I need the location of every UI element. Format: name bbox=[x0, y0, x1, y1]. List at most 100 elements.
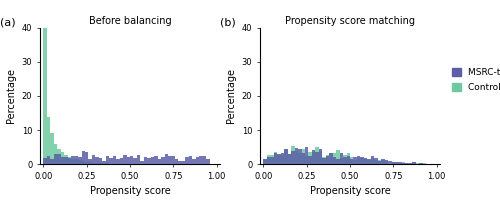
Legend: MSRC-tested arm, Control arm: MSRC-tested arm, Control arm bbox=[452, 68, 500, 92]
Bar bbox=[409, 163, 412, 164]
Bar bbox=[99, 158, 102, 164]
Bar bbox=[330, 153, 332, 164]
Bar bbox=[406, 163, 409, 164]
Bar bbox=[274, 152, 278, 164]
Bar bbox=[294, 151, 298, 164]
Bar bbox=[178, 161, 182, 164]
Bar bbox=[54, 154, 58, 164]
Bar bbox=[420, 163, 422, 164]
Bar bbox=[85, 152, 88, 164]
Bar bbox=[357, 156, 360, 164]
Bar bbox=[395, 163, 398, 164]
Bar bbox=[202, 156, 206, 164]
Bar bbox=[308, 152, 312, 164]
Bar bbox=[206, 159, 210, 164]
Bar bbox=[322, 158, 326, 164]
Bar bbox=[336, 159, 340, 164]
Bar bbox=[192, 159, 196, 164]
Bar bbox=[360, 158, 364, 164]
Bar bbox=[164, 154, 168, 164]
Bar bbox=[161, 157, 164, 164]
Bar bbox=[58, 149, 60, 164]
Bar bbox=[350, 157, 354, 164]
Y-axis label: Percentage: Percentage bbox=[6, 68, 16, 123]
Bar bbox=[340, 158, 343, 164]
Bar bbox=[78, 157, 82, 164]
Bar bbox=[92, 155, 96, 164]
Bar bbox=[319, 151, 322, 164]
Bar bbox=[47, 117, 50, 164]
Bar bbox=[110, 158, 112, 164]
Bar bbox=[281, 153, 284, 164]
Bar bbox=[116, 159, 119, 164]
Bar bbox=[330, 153, 332, 164]
Bar bbox=[354, 160, 357, 164]
Title: Before balancing: Before balancing bbox=[88, 16, 172, 26]
Bar bbox=[85, 162, 88, 164]
Bar bbox=[148, 158, 150, 164]
Bar bbox=[61, 157, 64, 164]
Bar bbox=[402, 163, 406, 164]
Bar bbox=[412, 162, 416, 164]
Bar bbox=[291, 146, 294, 164]
Bar bbox=[186, 157, 189, 164]
Bar bbox=[294, 148, 298, 164]
Bar bbox=[364, 159, 368, 164]
Y-axis label: Percentage: Percentage bbox=[226, 68, 236, 123]
Bar bbox=[61, 152, 64, 164]
Bar bbox=[336, 150, 340, 164]
Bar bbox=[416, 163, 419, 164]
Bar bbox=[343, 155, 346, 164]
Bar bbox=[406, 163, 409, 164]
Bar bbox=[126, 157, 130, 164]
Bar bbox=[102, 161, 106, 164]
Bar bbox=[96, 157, 99, 164]
Bar bbox=[381, 160, 384, 164]
Bar bbox=[92, 163, 96, 164]
Bar bbox=[284, 149, 288, 164]
Bar bbox=[298, 153, 302, 164]
Bar bbox=[175, 159, 178, 164]
Bar bbox=[332, 157, 336, 164]
Bar bbox=[200, 156, 202, 164]
Bar bbox=[140, 161, 144, 164]
Bar bbox=[44, 158, 47, 164]
Bar bbox=[332, 153, 336, 164]
Bar bbox=[378, 161, 381, 164]
Bar bbox=[274, 153, 278, 164]
Bar bbox=[302, 153, 305, 164]
Bar bbox=[172, 156, 175, 164]
Bar bbox=[398, 163, 402, 164]
X-axis label: Propensity score: Propensity score bbox=[310, 186, 390, 196]
Bar bbox=[123, 155, 126, 164]
Bar bbox=[270, 155, 274, 164]
Bar bbox=[298, 149, 302, 164]
Bar bbox=[312, 152, 316, 164]
Bar bbox=[68, 157, 71, 164]
Bar bbox=[316, 152, 319, 164]
Bar bbox=[288, 154, 291, 164]
Bar bbox=[322, 157, 326, 164]
Bar bbox=[392, 162, 395, 164]
Bar bbox=[106, 163, 109, 164]
Bar bbox=[71, 156, 74, 164]
Bar bbox=[106, 156, 109, 164]
Bar bbox=[74, 156, 78, 164]
Bar bbox=[343, 157, 346, 164]
Bar bbox=[378, 160, 381, 164]
Bar bbox=[267, 157, 270, 164]
Bar bbox=[189, 156, 192, 164]
Bar bbox=[392, 162, 395, 164]
Bar bbox=[137, 155, 140, 164]
Bar bbox=[346, 153, 350, 164]
Bar bbox=[374, 160, 378, 164]
Bar bbox=[384, 161, 388, 164]
Bar bbox=[88, 159, 92, 164]
Bar bbox=[74, 159, 78, 164]
Title: Propensity score matching: Propensity score matching bbox=[285, 16, 415, 26]
Bar bbox=[316, 147, 319, 164]
Bar bbox=[374, 158, 378, 164]
Bar bbox=[326, 156, 329, 164]
Bar bbox=[112, 156, 116, 164]
Bar bbox=[58, 154, 60, 164]
